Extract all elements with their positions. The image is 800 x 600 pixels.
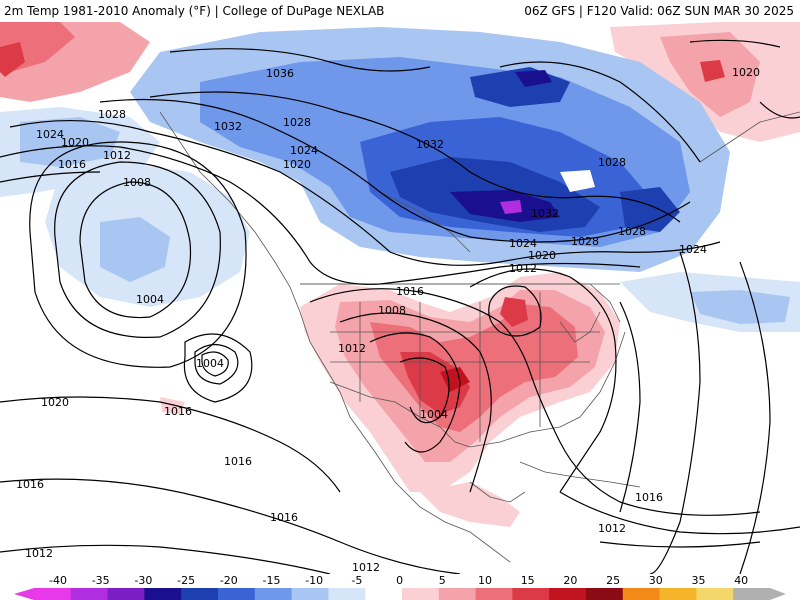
legend-color-swatch <box>254 588 293 600</box>
legend-tick-label: -25 <box>177 574 196 587</box>
isobar-label: 1028 <box>283 116 311 129</box>
isobar-label: 1024 <box>509 237 537 250</box>
legend-right-arrow <box>770 588 786 600</box>
isobar-label: 1016 <box>58 158 86 171</box>
isobar-label: 1012 <box>598 522 626 535</box>
header-bar: 2m Temp 1981-2010 Anomaly (°F) | College… <box>0 0 800 22</box>
isobar-label: 1024 <box>290 144 318 157</box>
isobar-label: 1028 <box>98 108 126 121</box>
isobar-labels: 1036 1032 1032 1032 1028 1028 1028 1028 … <box>16 66 760 574</box>
isobar-label: 1020 <box>528 249 556 262</box>
legend-color-swatch <box>181 588 219 600</box>
legend-tick-label: 20 <box>563 574 578 587</box>
legend-color-swatch <box>733 588 771 600</box>
isobar-label: 1016 <box>635 491 663 504</box>
legend-tick-label: 25 <box>606 574 621 587</box>
legend-color-bar <box>14 588 786 600</box>
legend-tick-label: -40 <box>49 574 67 587</box>
isobar-label: 1016 <box>16 478 44 491</box>
legend-color-swatch <box>512 588 550 600</box>
isobar-label: 1020 <box>283 158 311 171</box>
isobar-lines <box>0 39 800 574</box>
isobar-label: 1036 <box>266 67 294 80</box>
legend-color-swatch <box>475 588 513 600</box>
legend-color-swatch <box>438 588 477 600</box>
legend-tick-label: 35 <box>691 574 706 587</box>
isobar-label: 1016 <box>270 511 298 524</box>
legend-color-swatch <box>659 588 697 600</box>
anomaly-map: 1036 1032 1032 1032 1028 1028 1028 1028 … <box>0 22 800 574</box>
isobar-label: 1004 <box>196 357 224 370</box>
legend-color-swatch <box>107 588 145 600</box>
legend-color-swatch <box>696 588 734 600</box>
cold-anomaly-shading <box>0 27 800 332</box>
isobar-label: 1008 <box>123 176 151 189</box>
legend-tick-label: 30 <box>648 574 663 587</box>
isobar-label: 1004 <box>420 408 448 421</box>
legend-color-swatch <box>328 588 366 600</box>
isobar-label: 1032 <box>214 120 242 133</box>
isobar-label: 1012 <box>103 149 131 162</box>
model-run-title: 06Z GFS | F120 Valid: 06Z SUN MAR 30 202… <box>524 4 794 18</box>
isobar-label: 1020 <box>732 66 760 79</box>
isobar-label: 1016 <box>224 455 252 468</box>
isobar-label: 1012 <box>352 561 380 574</box>
legend-color-swatch <box>291 588 329 600</box>
isobar-label: 1028 <box>618 225 646 238</box>
legend-left-arrow <box>14 588 34 600</box>
legend-tick-label: 5 <box>438 574 446 587</box>
legend-tick-label: -15 <box>262 574 281 587</box>
legend-color-swatch <box>402 588 440 600</box>
isobar-label: 1024 <box>36 128 64 141</box>
legend-tick-label: 0 <box>396 574 404 587</box>
legend-color-swatch <box>365 588 403 600</box>
legend-tick-label: 40 <box>734 574 749 587</box>
color-scale-legend: -40 -35 -30 -25 -20 -15 -10 -5 0 5 10 15 20 25 30 35 40 <box>0 574 800 600</box>
isobar-label: 1024 <box>679 243 707 256</box>
legend-tick-label: -20 <box>219 574 238 587</box>
legend-color-swatch <box>70 588 109 600</box>
product-title: 2m Temp 1981-2010 Anomaly (°F) | College… <box>4 4 385 18</box>
isobar-label: 1032 <box>416 138 444 151</box>
legend-tick-label: 15 <box>520 574 535 587</box>
isobar-label: 1016 <box>396 285 424 298</box>
isobar-label: 1028 <box>571 235 599 248</box>
legend-tick-label: -5 <box>351 574 363 587</box>
legend-tick-label: 10 <box>478 574 492 587</box>
legend-tick-label: -30 <box>134 574 153 587</box>
isobar-label: 1004 <box>136 293 164 306</box>
legend-color-swatch <box>34 588 72 600</box>
isobar-label: 1028 <box>598 156 626 169</box>
legend-color-swatch <box>586 588 624 600</box>
isobar-label: 1012 <box>338 342 366 355</box>
legend-color-swatch <box>549 588 587 600</box>
isobar-label: 1020 <box>61 136 89 149</box>
legend-tick-label: -35 <box>91 574 110 587</box>
legend-color-swatch <box>622 588 661 600</box>
legend-color-swatch <box>144 588 182 600</box>
isobar-label: 1032 <box>531 207 559 220</box>
legend-tick-label: -10 <box>305 574 324 587</box>
isobar-label: 1016 <box>164 405 192 418</box>
isobar-label: 1012 <box>509 262 537 275</box>
isobar-label: 1020 <box>41 396 69 409</box>
isobar-label: 1008 <box>378 304 406 317</box>
legend-color-swatch <box>218 588 256 600</box>
isobar-label: 1012 <box>25 547 53 560</box>
coastlines-and-borders <box>159 111 800 563</box>
